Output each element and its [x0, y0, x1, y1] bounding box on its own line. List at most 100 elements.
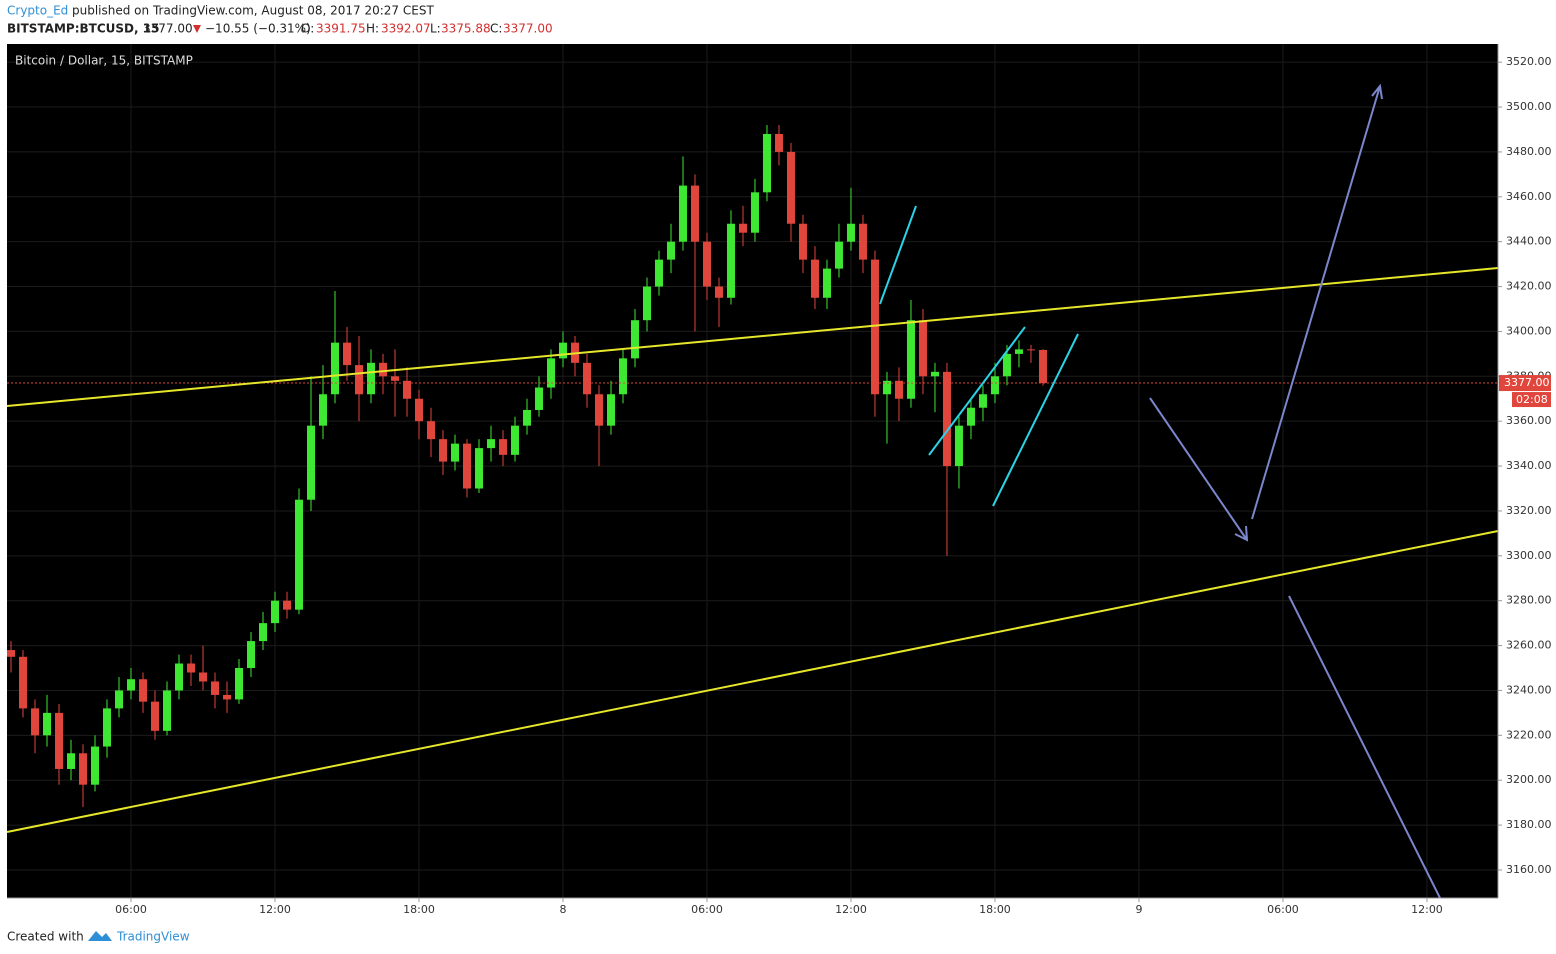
y-tick-label: 3320.00 [1506, 504, 1552, 517]
y-tick-label: 3340.00 [1506, 459, 1552, 472]
c-label: C: [490, 22, 502, 36]
brand[interactable]: TradingView [116, 930, 190, 944]
candle-body [846, 223, 855, 242]
arrow [1149, 397, 1249, 542]
candle-body [258, 623, 267, 642]
o-value: 3391.75 [316, 22, 366, 36]
last: 3377.00 [143, 22, 193, 36]
candle-body [582, 362, 591, 395]
y-tick-label: 3300.00 [1506, 549, 1552, 562]
candle-body [702, 241, 711, 287]
x-tick-label: 18:00 [979, 903, 1011, 916]
candle-body [558, 342, 567, 359]
candle-body [462, 443, 471, 489]
candle-body [618, 358, 627, 395]
candle-body [127, 679, 136, 691]
candles [7, 125, 1498, 808]
candle-body [966, 407, 975, 426]
trend-line [6, 267, 1499, 407]
candle-body [918, 320, 927, 377]
candle-body [318, 394, 327, 426]
c-value: 3377.00 [503, 22, 553, 36]
x-tick-label: 12:00 [259, 903, 291, 916]
arrow [1288, 595, 1441, 899]
grid [7, 44, 1498, 898]
candle-body [894, 380, 903, 399]
candle-body [498, 439, 507, 455]
candle-body [1002, 353, 1011, 377]
candle-body [55, 712, 64, 769]
candle-body [91, 746, 100, 785]
x-tick-label: 18:00 [403, 903, 435, 916]
candle-body [534, 387, 543, 410]
axes: 3160.00 3180.00 3200.00 3220.00 3240.00 3260.… [115, 55, 1551, 916]
y-tick-label: 3240.00 [1506, 683, 1552, 696]
last-price-box [1499, 375, 1551, 392]
candle-body [738, 223, 747, 233]
y-tick-label: 3280.00 [1506, 594, 1552, 607]
candle-body [354, 365, 363, 395]
candle-body [630, 320, 639, 359]
candle-body [906, 320, 915, 399]
candle-body [858, 223, 867, 260]
candle-body [654, 259, 663, 287]
candle-body [642, 286, 651, 321]
candle-body [690, 185, 699, 242]
candle-body [187, 663, 196, 673]
candle-body [163, 690, 172, 731]
candle-body [546, 358, 555, 388]
candle-body [1038, 349, 1047, 384]
candle-body [822, 268, 831, 298]
candle-body [282, 600, 291, 610]
countdown: 02:08 [1516, 393, 1548, 406]
candle-body [270, 600, 279, 624]
candle-body [402, 380, 411, 399]
x-tick-label: 12:00 [835, 903, 867, 916]
candle-body [594, 394, 603, 426]
down-arrow [193, 25, 201, 33]
candle-body [474, 448, 483, 489]
arrow [1251, 83, 1383, 520]
candle-body [31, 708, 40, 736]
candle-body [199, 672, 208, 682]
published: published on TradingView.com, August 08,… [72, 4, 434, 18]
y-tick-label: 3440.00 [1506, 235, 1552, 248]
candle-body [810, 259, 819, 298]
candle-body [786, 151, 795, 224]
candle-body [990, 376, 999, 395]
candle-body [678, 185, 687, 242]
x-tick-label: 9 [1135, 903, 1142, 916]
x-tick-label: 06:00 [1267, 903, 1299, 916]
candle-body [378, 362, 387, 377]
l-value: 3375.88 [441, 22, 491, 36]
candle-body [1026, 349, 1035, 351]
x-tick-label: 8 [559, 903, 566, 916]
candle-body [522, 409, 531, 426]
candle-body [750, 192, 759, 233]
candle-body [438, 439, 447, 462]
candle-body [151, 701, 160, 731]
x-tick-label: 06:00 [691, 903, 723, 916]
author[interactable]: Crypto_Ed [7, 4, 68, 18]
symbol: BITSTAMP:BTCUSD, 15 [7, 22, 159, 36]
h-value: 3392.07 [381, 22, 431, 36]
candle-body [139, 679, 148, 702]
y-tick-label: 3160.00 [1506, 863, 1552, 876]
candle-body [223, 694, 232, 700]
y-tick-label: 3420.00 [1506, 280, 1552, 293]
change: −10.55 (−0.31%) [205, 22, 311, 36]
y-tick-label: 3460.00 [1506, 190, 1552, 203]
candle-body [978, 394, 987, 408]
candle-body [774, 133, 783, 152]
chart-title: Bitcoin / Dollar, 15, BITSTAMP [15, 54, 193, 68]
candle-body [79, 753, 88, 785]
y-tick-label: 3200.00 [1506, 773, 1552, 786]
candle-body [834, 241, 843, 269]
candle-body [450, 443, 459, 462]
candle-body [954, 425, 963, 467]
x-tick-label: 12:00 [1411, 903, 1443, 916]
h-label: H: [366, 22, 379, 36]
y-tick-label: 3180.00 [1506, 818, 1552, 831]
candle-body [606, 394, 615, 426]
